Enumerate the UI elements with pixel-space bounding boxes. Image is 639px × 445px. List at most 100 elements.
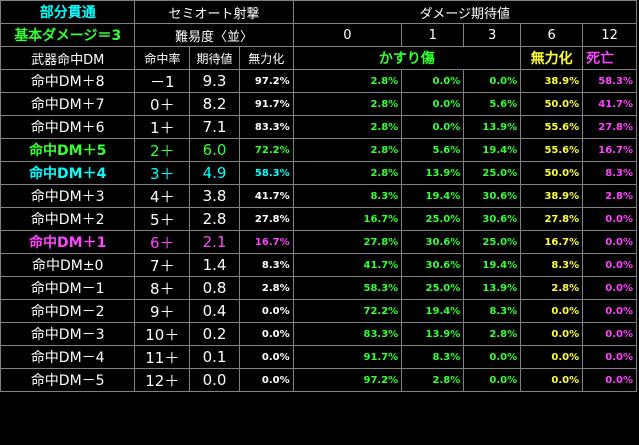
- dmg-3-cell: 13.9%: [463, 115, 522, 139]
- expected-value-cell: 0.1: [189, 345, 240, 369]
- weapon-dm-cell: 命中DM＋4: [0, 161, 136, 185]
- dmg-0-cell: 2.8%: [292, 69, 403, 93]
- dmg-1-cell: 0.0%: [401, 69, 465, 93]
- dmg-6-cell: 38.9%: [520, 184, 584, 208]
- hit-requirement-cell: 7＋: [134, 253, 191, 277]
- dmg-3-cell: 0.0%: [463, 69, 522, 93]
- dmg-1-cell: 25.0%: [401, 207, 465, 231]
- header-row-3: 武器命中DM 命中率 期待値 無力化 かすり傷 無力化 死亡: [0, 46, 637, 70]
- dmg-1-cell: 5.6%: [401, 138, 465, 162]
- header-row-2: 基本ダメージ＝3 難易度〈並〉 0 1 3 6 12: [0, 23, 637, 47]
- weapon-dm-header: 武器命中DM: [0, 46, 136, 70]
- weapon-dm-cell: 命中DM－5: [0, 368, 136, 392]
- dmg-12-cell: 0.0%: [582, 299, 637, 323]
- table-row: 命中DM＋7 0＋ 8.2 91.7% 2.8% 0.0% 5.6% 50.0% 41.7%: [0, 92, 637, 116]
- expected-value-cell: 2.8: [189, 207, 240, 231]
- dmg-6-cell: 55.6%: [520, 138, 584, 162]
- dmg-1-cell: 0.0%: [401, 115, 465, 139]
- dmg-1-cell: 13.9%: [401, 322, 465, 346]
- hit-requirement-cell: 11＋: [134, 345, 191, 369]
- dmg-12-cell: 0.0%: [582, 253, 637, 277]
- dmg-12-cell: 0.0%: [582, 276, 637, 300]
- dmg-12-cell: 41.7%: [582, 92, 637, 116]
- neutralize-cell: 2.8%: [238, 276, 294, 300]
- dmg-6-cell: 16.7%: [520, 230, 584, 254]
- weapon-dm-cell: 命中DM－2: [0, 299, 136, 323]
- damage-col-3: 3: [463, 23, 522, 47]
- dmg-6-cell: 55.6%: [520, 115, 584, 139]
- table-row: 命中DM＋6 1＋ 7.1 83.3% 2.8% 0.0% 13.9% 55.6% 27.8%: [0, 115, 637, 139]
- dmg-6-cell: 0.0%: [520, 322, 584, 346]
- table-row: 命中DM－5 12＋ 0.0 0.0% 97.2% 2.8% 0.0% 0.0% 0.0%: [0, 368, 637, 392]
- hit-requirement-cell: 1＋: [134, 115, 191, 139]
- hitrate-header: 命中率: [134, 46, 191, 70]
- neutralize-cell: 8.3%: [238, 253, 294, 277]
- difficulty-header: 難易度〈並〉: [134, 23, 294, 47]
- expected-value-cell: 0.2: [189, 322, 240, 346]
- dmg-3-cell: 19.4%: [463, 138, 522, 162]
- death-category: 死亡: [582, 46, 637, 70]
- dmg-3-cell: 13.9%: [463, 276, 522, 300]
- table-row: 命中DM＋8 －1 9.3 97.2% 2.8% 0.0% 0.0% 38.9% 58.3%: [0, 69, 637, 93]
- hit-requirement-cell: －1: [134, 69, 191, 93]
- neutralize-cell: 16.7%: [238, 230, 294, 254]
- dmg-12-cell: 27.8%: [582, 115, 637, 139]
- dmg-6-cell: 0.0%: [520, 345, 584, 369]
- dmg-3-cell: 19.4%: [463, 253, 522, 277]
- dmg-0-cell: 2.8%: [292, 115, 403, 139]
- neutralize-cell: 0.0%: [238, 322, 294, 346]
- dmg-0-cell: 72.2%: [292, 299, 403, 323]
- expected-value-cell: 1.4: [189, 253, 240, 277]
- table-row: 命中DM＋2 5＋ 2.8 27.8% 16.7% 25.0% 30.6% 27.8% 0.0%: [0, 207, 637, 231]
- graze-category: かすり傷: [292, 46, 522, 70]
- dmg-0-cell: 8.3%: [292, 184, 403, 208]
- weapon-dm-cell: 命中DM＋3: [0, 184, 136, 208]
- expected-value-cell: 9.3: [189, 69, 240, 93]
- dmg-6-cell: 50.0%: [520, 161, 584, 185]
- hit-requirement-cell: 4＋: [134, 184, 191, 208]
- weapon-dm-cell: 命中DM－1: [0, 276, 136, 300]
- weapon-dm-cell: 命中DM±0: [0, 253, 136, 277]
- dmg-12-cell: 0.0%: [582, 368, 637, 392]
- dmg-0-cell: 41.7%: [292, 253, 403, 277]
- table-row: 命中DM－4 11＋ 0.1 0.0% 91.7% 8.3% 0.0% 0.0% 0.0%: [0, 345, 637, 369]
- damage-col-1: 1: [401, 23, 465, 47]
- damage-expect-header: ダメージ期待値: [292, 0, 638, 24]
- table-row: 命中DM＋4 3＋ 4.9 58.3% 2.8% 13.9% 25.0% 50.0% 8.3%: [0, 161, 637, 185]
- dmg-6-cell: 38.9%: [520, 69, 584, 93]
- dmg-12-cell: 0.0%: [582, 345, 637, 369]
- hit-requirement-cell: 0＋: [134, 92, 191, 116]
- semiauto-header: セミオート射撃: [134, 0, 294, 24]
- dmg-3-cell: 25.0%: [463, 230, 522, 254]
- dmg-1-cell: 19.4%: [401, 184, 465, 208]
- dmg-0-cell: 2.8%: [292, 161, 403, 185]
- expected-value-cell: 8.2: [189, 92, 240, 116]
- weapon-dm-cell: 命中DM－3: [0, 322, 136, 346]
- dmg-1-cell: 0.0%: [401, 92, 465, 116]
- dmg-1-cell: 2.8%: [401, 368, 465, 392]
- dmg-0-cell: 97.2%: [292, 368, 403, 392]
- dmg-6-cell: 27.8%: [520, 207, 584, 231]
- neutralize-cell: 27.8%: [238, 207, 294, 231]
- dmg-12-cell: 0.0%: [582, 322, 637, 346]
- hit-requirement-cell: 12＋: [134, 368, 191, 392]
- dmg-12-cell: 0.0%: [582, 207, 637, 231]
- dmg-3-cell: 30.6%: [463, 184, 522, 208]
- dmg-6-cell: 0.0%: [520, 299, 584, 323]
- neutral-category: 無力化: [520, 46, 584, 70]
- table-row: 命中DM－3 10＋ 0.2 0.0% 83.3% 13.9% 2.8% 0.0% 0.0%: [0, 322, 637, 346]
- dmg-12-cell: 2.8%: [582, 184, 637, 208]
- dmg-6-cell: 2.8%: [520, 276, 584, 300]
- hit-requirement-cell: 3＋: [134, 161, 191, 185]
- dmg-0-cell: 27.8%: [292, 230, 403, 254]
- damage-col-0: 0: [292, 23, 403, 47]
- weapon-dm-cell: 命中DM＋1: [0, 230, 136, 254]
- dmg-6-cell: 50.0%: [520, 92, 584, 116]
- hit-requirement-cell: 10＋: [134, 322, 191, 346]
- expected-value-cell: 0.8: [189, 276, 240, 300]
- dmg-6-cell: 8.3%: [520, 253, 584, 277]
- dmg-0-cell: 83.3%: [292, 322, 403, 346]
- dmg-0-cell: 91.7%: [292, 345, 403, 369]
- table-row: 命中DM±0 7＋ 1.4 8.3% 41.7% 30.6% 19.4% 8.3% 0.0%: [0, 253, 637, 277]
- neutral-header: 無力化: [238, 46, 294, 70]
